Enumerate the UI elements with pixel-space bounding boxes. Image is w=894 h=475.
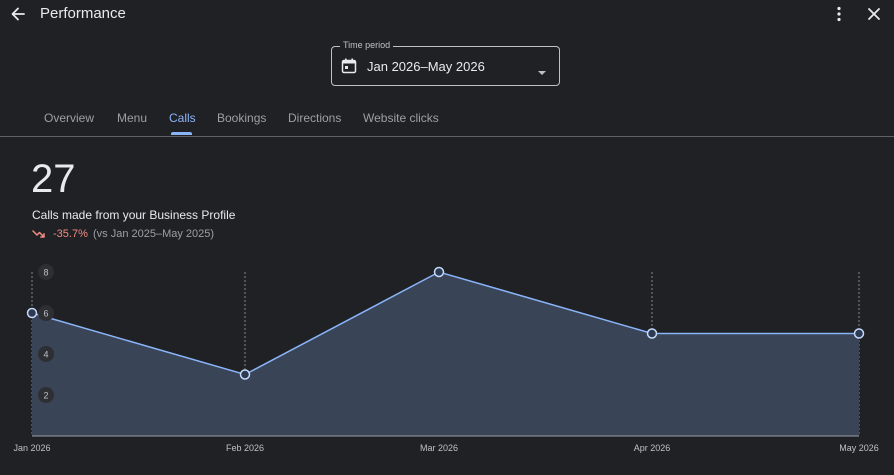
data-point-3 (646, 328, 658, 339)
data-point-0 (26, 307, 38, 319)
data-point-2 (433, 266, 445, 278)
dropdown-caret-icon (537, 63, 547, 75)
area-fill (32, 272, 859, 436)
tab-calls[interactable]: Calls (169, 111, 196, 125)
tab-website-clicks[interactable]: Website clicks (363, 111, 439, 125)
page-title: Performance (40, 5, 126, 22)
active-tab-indicator (171, 132, 192, 135)
calls-chart: 2 4 6 8 Jan 2026 Feb 2026 Mar 2026 Apr 2026 May … (0, 255, 894, 470)
time-period-label: Time period (340, 40, 394, 50)
trend-percentage: -35.7% (53, 228, 88, 240)
tab-directions[interactable]: Directions (288, 111, 342, 125)
calls-area-chart: 2 4 6 8 Jan 2026 Feb 2026 Mar 2026 Apr 2026 May … (13, 264, 879, 453)
tab-menu[interactable]: Menu (117, 111, 148, 125)
x-tick-label-3: Apr 2026 (634, 443, 671, 453)
y-tick-label-4: 4 (43, 350, 48, 360)
y-tick-label-6: 6 (43, 309, 48, 319)
close-icon[interactable] (864, 4, 884, 24)
tab-bar: Overview Menu Calls Bookings Directions … (0, 108, 894, 137)
y-tick-bg-2 (38, 387, 54, 403)
tab-bookings[interactable]: Bookings (217, 111, 267, 125)
x-tick-label-4: May 2026 (839, 443, 879, 453)
metric-description: Calls made from your Business Profile (32, 208, 236, 222)
data-point-4 (853, 328, 865, 339)
data-point-1 (239, 369, 251, 380)
time-period-value: Jan 2026–May 2026 (367, 59, 485, 74)
x-tick-label-0: Jan 2026 (13, 443, 50, 453)
back-arrow-icon[interactable] (8, 4, 28, 24)
tab-overview[interactable]: Overview (44, 111, 95, 125)
trending-down-icon (32, 229, 46, 239)
y-tick-label-2: 2 (43, 391, 48, 401)
calls-total: 27 (31, 157, 76, 201)
y-tick-bg-4 (38, 346, 54, 362)
time-period-select[interactable]: Time period Jan 2026–May 2026 (331, 40, 560, 86)
trend-comparison: (vs Jan 2025–May 2025) (93, 228, 215, 240)
x-tick-label-2: Mar 2026 (420, 443, 458, 453)
calendar-icon (341, 58, 357, 74)
y-tick-bg-8 (38, 264, 54, 280)
y-tick-bg-6 (38, 305, 54, 321)
more-options-icon[interactable] (830, 5, 848, 23)
top-bar: Performance (0, 0, 894, 28)
x-tick-label-1: Feb 2026 (226, 443, 264, 453)
y-tick-label-8: 8 (43, 268, 48, 278)
